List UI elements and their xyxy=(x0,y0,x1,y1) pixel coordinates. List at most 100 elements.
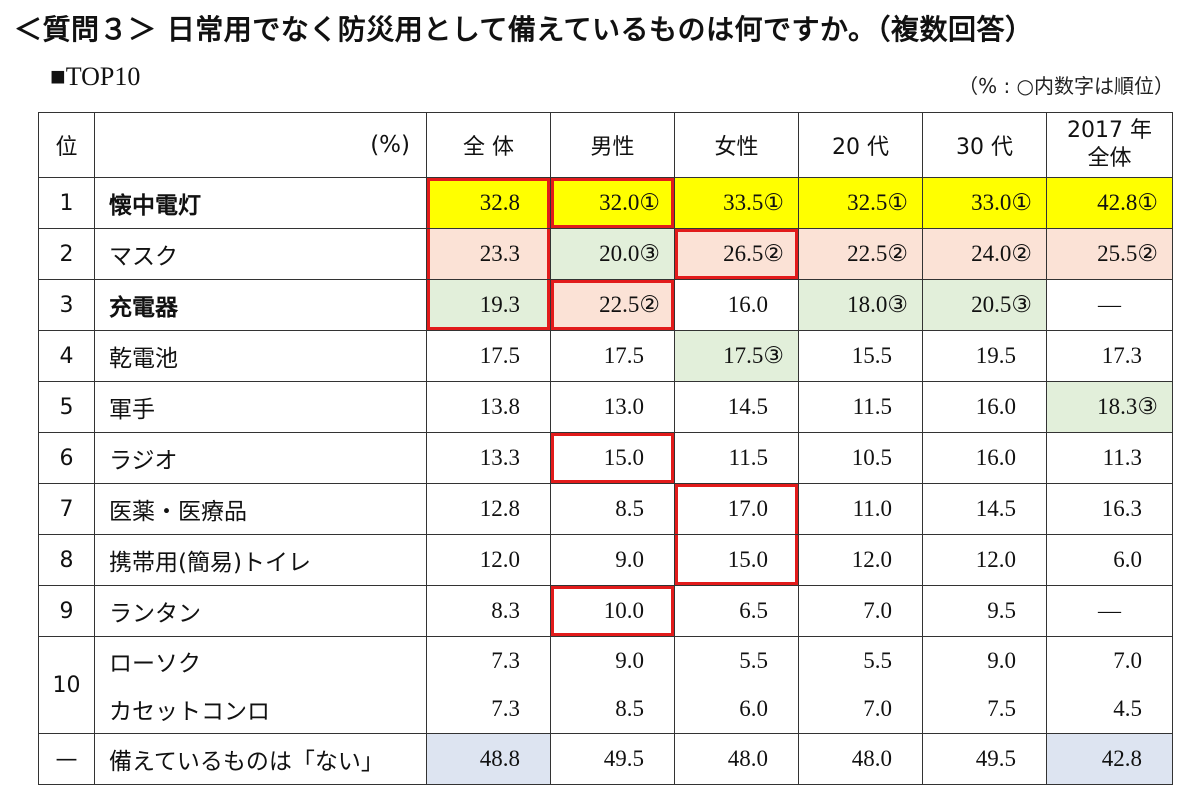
header-20s: 20 代 xyxy=(798,112,923,178)
item-cell: 備えているものは「ない」 xyxy=(94,733,427,785)
value-30s: 12.0 xyxy=(922,534,1047,586)
item-cell: ランタン xyxy=(94,585,427,637)
value-all: 8.3 xyxy=(426,585,551,637)
rank-cell: 5 xyxy=(38,381,95,433)
value-30s: 16.0 xyxy=(922,381,1047,433)
value-20s: 15.5 xyxy=(798,330,923,382)
value-30s: 7.5 xyxy=(922,685,1047,734)
value-20s: 5.5 xyxy=(798,636,923,685)
value-all: 7.3 xyxy=(426,636,551,685)
item-cell: 懐中電灯 xyxy=(94,177,427,229)
value-2017: 7.0 xyxy=(1046,636,1173,685)
unit-note: （% : ○内数字は順位） xyxy=(958,74,1174,98)
rank-cell: 3 xyxy=(38,279,95,331)
rank-cell: 6 xyxy=(38,432,95,484)
value-male: 13.0 xyxy=(550,381,675,433)
item-cell: 携帯用(簡易)トイレ xyxy=(94,534,427,586)
value-all: 13.3 xyxy=(426,432,551,484)
table-row: 9 ランタン 8.3 10.0 6.5 7.0 9.5 — xyxy=(38,585,1173,637)
value-30s: 16.0 xyxy=(922,432,1047,484)
value-2017: 18.3③ xyxy=(1046,381,1173,433)
value-female: 6.0 xyxy=(674,685,799,734)
item-cell: 軍手 xyxy=(94,381,427,433)
value-female: 17.5③ xyxy=(674,330,799,382)
value-2017: 17.3 xyxy=(1046,330,1173,382)
value-30s: 9.0 xyxy=(922,636,1047,685)
value-20s: 11.0 xyxy=(798,483,923,535)
value-20s: 7.0 xyxy=(798,685,923,734)
header-2017-line1: 2017 年 xyxy=(1067,118,1152,143)
header-percent: (%) xyxy=(94,112,427,178)
table-row: 6 ラジオ 13.3 15.0 11.5 10.5 16.0 11.3 xyxy=(38,432,1173,484)
value-2017: 16.3 xyxy=(1046,483,1173,535)
item-cell: ラジオ xyxy=(94,432,427,484)
rank-cell: 8 xyxy=(38,534,95,586)
value-female: 16.0 xyxy=(674,279,799,331)
value-2017: 6.0 xyxy=(1046,534,1173,586)
value-male: 8.5 xyxy=(550,685,675,734)
value-female: 5.5 xyxy=(674,636,799,685)
value-2017: — xyxy=(1046,585,1173,637)
question-title: ＜質問３＞ 日常用でなく防災用として備えているものは何ですか。（複数回答） xyxy=(14,13,1034,46)
value-2017: 4.5 xyxy=(1046,685,1173,734)
item-cell: ローソク xyxy=(94,636,427,685)
value-20s: 22.5② xyxy=(798,228,923,280)
rank-cell: 4 xyxy=(38,330,95,382)
rank-cell: — xyxy=(38,733,95,785)
table-row: 8 携帯用(簡易)トイレ 12.0 9.0 15.0 12.0 12.0 6.0 xyxy=(38,534,1173,586)
header-female: 女性 xyxy=(674,112,799,178)
value-male: 20.0③ xyxy=(550,228,675,280)
value-30s: 19.5 xyxy=(922,330,1047,382)
value-all: 13.8 xyxy=(426,381,551,433)
value-male: 10.0 xyxy=(550,585,675,637)
value-all: 19.3 xyxy=(426,279,551,331)
value-male: 8.5 xyxy=(550,483,675,535)
value-female: 6.5 xyxy=(674,585,799,637)
header-all: 全 体 xyxy=(426,112,551,178)
value-30s: 33.0① xyxy=(922,177,1047,229)
results-table: 位 (%) 全 体 男性 女性 20 代 30 代 2017 年 全体 1 懐中… xyxy=(38,112,1173,785)
top10-label: ■TOP10 xyxy=(50,62,141,91)
rank-cell: 7 xyxy=(38,483,95,535)
table-row: 10 ローソク 7.3 9.0 5.5 5.5 9.0 7.0 xyxy=(38,636,1173,734)
value-female: 17.0 xyxy=(674,483,799,535)
header-male: 男性 xyxy=(550,112,675,178)
item-cell: 乾電池 xyxy=(94,330,427,382)
header-30s: 30 代 xyxy=(922,112,1047,178)
value-male: 17.5 xyxy=(550,330,675,382)
table-row: カセットコンロ 7.3 8.5 6.0 7.0 7.5 4.5 xyxy=(39,685,1173,734)
rank-cell: 9 xyxy=(38,585,95,637)
table-row: 3 充電器 19.3 22.5② 16.0 18.0③ 20.5③ — xyxy=(38,279,1173,331)
value-30s: 49.5 xyxy=(922,733,1047,785)
value-all: 12.8 xyxy=(426,483,551,535)
table-row: 4 乾電池 17.5 17.5 17.5③ 15.5 19.5 17.3 xyxy=(38,330,1173,382)
value-female: 15.0 xyxy=(674,534,799,586)
header-2017-line2: 全体 xyxy=(1087,146,1132,171)
header-2017: 2017 年 全体 xyxy=(1046,112,1173,178)
value-male: 15.0 xyxy=(550,432,675,484)
value-20s: 10.5 xyxy=(798,432,923,484)
value-female: 14.5 xyxy=(674,381,799,433)
rank-cell: 2 xyxy=(38,228,95,280)
item-cell: カセットコンロ xyxy=(94,685,427,734)
value-30s: 14.5 xyxy=(922,483,1047,535)
value-20s: 7.0 xyxy=(798,585,923,637)
value-female: 48.0 xyxy=(674,733,799,785)
value-20s: 12.0 xyxy=(798,534,923,586)
value-all: 12.0 xyxy=(426,534,551,586)
value-20s: 32.5① xyxy=(798,177,923,229)
table-row: — 備えているものは「ない」 48.8 49.5 48.0 48.0 49.5 … xyxy=(38,733,1173,785)
table-row: 7 医薬・医療品 12.8 8.5 17.0 11.0 14.5 16.3 xyxy=(38,483,1173,535)
value-2017: 25.5② xyxy=(1046,228,1173,280)
value-30s: 24.0② xyxy=(922,228,1047,280)
value-all: 23.3 xyxy=(426,228,551,280)
rank-cell: 1 xyxy=(38,177,95,229)
value-30s: 9.5 xyxy=(922,585,1047,637)
item-cell: 充電器 xyxy=(94,279,427,331)
value-all: 48.8 xyxy=(426,733,551,785)
table-row: 2 マスク 23.3 20.0③ 26.5② 22.5② 24.0② 25.5② xyxy=(38,228,1173,280)
value-female: 33.5① xyxy=(674,177,799,229)
header-row: 位 (%) 全 体 男性 女性 20 代 30 代 2017 年 全体 xyxy=(38,112,1173,178)
value-20s: 11.5 xyxy=(798,381,923,433)
value-20s: 18.0③ xyxy=(798,279,923,331)
